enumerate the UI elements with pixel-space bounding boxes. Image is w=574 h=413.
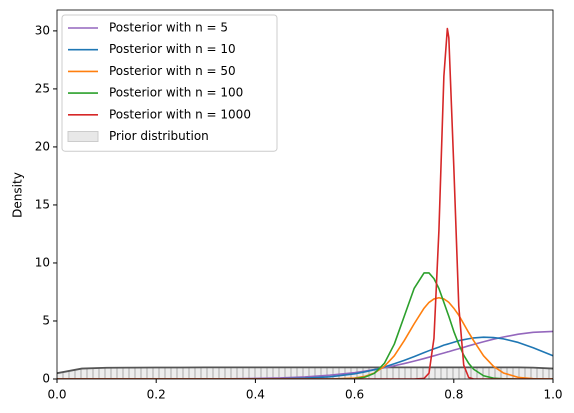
y-tick-label: 20 xyxy=(35,139,50,153)
x-tick-label: 0.4 xyxy=(246,388,265,402)
y-tick-label: 5 xyxy=(42,313,50,327)
legend-swatch xyxy=(67,131,99,142)
legend-label: Posterior with n = 100 xyxy=(109,86,243,100)
x-tick-label: 1.0 xyxy=(543,388,562,402)
series-line xyxy=(57,336,553,379)
x-tick-label: 0.8 xyxy=(444,388,463,402)
legend-label: Posterior with n = 10 xyxy=(109,42,236,56)
x-tick-label: 0.0 xyxy=(47,388,66,402)
legend-box xyxy=(61,14,278,152)
legend-label: Posterior with n = 50 xyxy=(109,64,236,78)
y-axis-label: Density xyxy=(11,172,25,218)
y-tick-label: 0 xyxy=(42,372,50,386)
plot-frame xyxy=(56,9,554,380)
series-line xyxy=(57,272,553,379)
y-tick-label: 25 xyxy=(35,81,50,95)
x-tick-label: 0.2 xyxy=(147,388,166,402)
y-tick-label: 15 xyxy=(35,197,50,211)
prior-line xyxy=(57,366,553,375)
series-line xyxy=(57,296,553,379)
y-tick-label: 30 xyxy=(35,23,50,37)
legend-label: Posterior with n = 1000 xyxy=(109,107,251,121)
y-tick-label: 10 xyxy=(35,255,50,269)
legend-label: Posterior with n = 5 xyxy=(109,21,228,35)
x-tick-label: 0.6 xyxy=(345,388,364,402)
legend-label: Prior distribution xyxy=(109,129,209,143)
